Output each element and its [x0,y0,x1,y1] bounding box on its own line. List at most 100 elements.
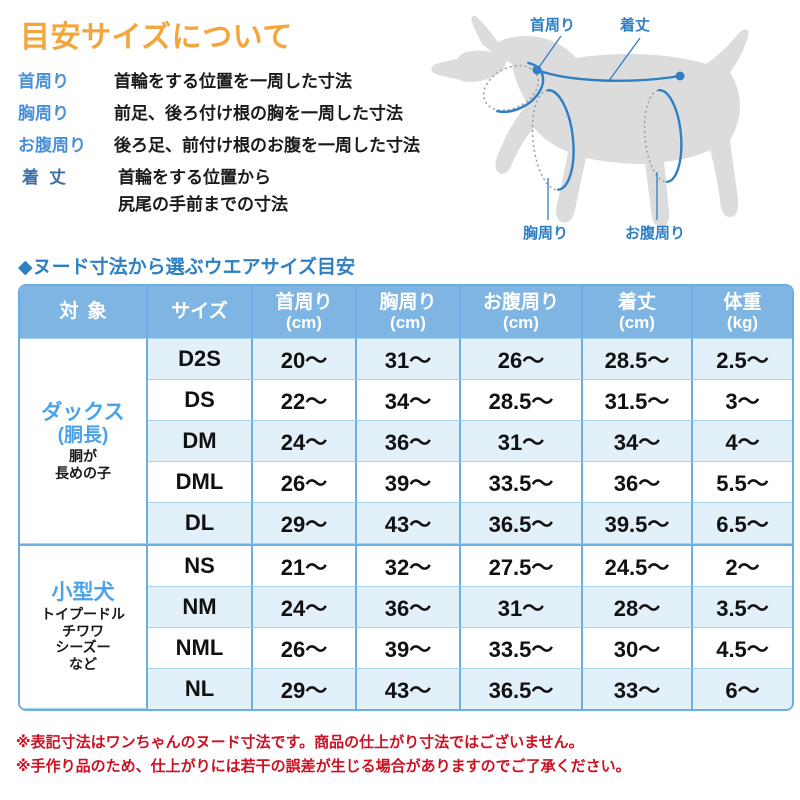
column-header-neck-unit: (cm) [286,313,322,333]
column-header-chest-label: 胸周り [379,291,437,313]
cell-belly: 28.5〜 [461,380,583,421]
column-header-weight: 体重 (kg) [693,286,792,339]
cell-neck: 26〜 [253,628,357,669]
cell-belly: 33.5〜 [461,462,583,503]
size-table: 対象 サイズ 首周り (cm) 胸周り (cm) お腹周り (cm) [18,284,794,711]
target-label-main: ダックス [41,400,125,424]
cell-chest: 36〜 [357,587,461,628]
target-note-line1: トイプードル [41,605,125,622]
cell-neck: 22〜 [253,380,357,421]
dog-silhouette-icon [431,15,749,228]
cell-belly: 36.5〜 [461,503,583,544]
cell-length: 30〜 [583,628,693,669]
dog-diagram-svg [431,15,749,228]
cell-weight: 6〜 [693,669,792,709]
cell-size: NM [148,587,253,628]
diagram-label-belly: お腹周り [625,225,686,242]
cell-chest: 43〜 [357,503,461,544]
cell-chest: 43〜 [357,669,461,709]
cell-length: 34〜 [583,421,693,462]
table-row: DML 26〜 39〜 33.5〜 36〜 5.5〜 [20,462,792,503]
table-row: DM 24〜 36〜 31〜 34〜 4〜 [20,421,792,462]
belly-measurement-ellipse [643,88,683,184]
cell-length: 24.5〜 [583,544,693,587]
column-header-belly-unit: (cm) [503,313,539,333]
definition-term-neck: 首周り [18,72,69,91]
cell-chest: 32〜 [357,544,461,587]
cell-neck: 21〜 [253,544,357,587]
page-title: 目安サイズについて [20,21,293,54]
cell-belly: 33.5〜 [461,628,583,669]
cell-size: NML [148,628,253,669]
definition-desc-back-length: 首輪をする位置から 尻尾の手前までの寸法 [118,164,288,218]
footer-notes: ※表記寸法はワンちゃんのヌード寸法です。商品の仕上がり寸法ではございません。 ※… [16,731,800,780]
size-table-body: ダックス (胴長) 胴が 長めの子 D2S 20〜 31〜 26〜 28.5〜 … [20,339,792,709]
cell-size: DL [148,503,253,544]
cell-belly: 36.5〜 [461,669,583,709]
cell-length: 28〜 [583,587,693,628]
diagram-leader-lines [536,35,658,220]
table-row: DL 29〜 43〜 36.5〜 39.5〜 6.5〜 [20,503,792,544]
cell-chest: 39〜 [357,462,461,503]
definition-desc-back-length-line2: 尻尾の手前までの寸法 [118,195,288,214]
target-cell-small-dog: 小型犬 トイプードル チワワ シーズー など [20,544,148,709]
column-header-target: 対象 [20,286,148,339]
cell-neck: 24〜 [253,587,357,628]
cell-size: DM [148,421,253,462]
target-note-line2: 長めの子 [55,464,111,481]
column-header-back-length-unit: (cm) [619,313,655,333]
cell-length: 28.5〜 [583,339,693,380]
cell-weight: 3〜 [693,380,792,421]
target-note-line1: 胴が [69,447,97,464]
definition-desc-neck: 首輪をする位置を一周した寸法 [114,72,352,91]
target-note-line3: シーズー [55,639,111,656]
target-note-line2: チワワ [62,622,104,639]
column-header-size: サイズ [148,286,253,339]
target-label-sub: (胴長) [57,425,109,447]
cell-weight: 2.5〜 [693,339,792,380]
definition-row-back-length: 着丈 首輪をする位置から 尻尾の手前までの寸法 [18,164,518,220]
cell-belly: 31〜 [461,587,583,628]
cell-weight: 6.5〜 [693,503,792,544]
cell-weight: 2〜 [693,544,792,587]
cell-length: 36〜 [583,462,693,503]
definition-desc-back-length-line1: 首輪をする位置から [118,168,271,187]
column-header-back-length-label: 着丈 [617,291,656,313]
cell-chest: 31〜 [357,339,461,380]
cell-neck: 20〜 [253,339,357,380]
chest-measurement-ellipse [531,89,575,191]
column-header-size-label: サイズ [171,301,228,323]
target-cell-dachshund: ダックス (胴長) 胴が 長めの子 [20,339,148,544]
cell-weight: 5.5〜 [693,462,792,503]
cell-length: 33〜 [583,669,693,709]
table-row: ダックス (胴長) 胴が 長めの子 D2S 20〜 31〜 26〜 28.5〜 … [20,339,792,544]
definition-term-chest: 胸周り [18,104,69,123]
cell-length: 31.5〜 [583,380,693,421]
definition-desc-chest: 前足、後ろ付け根の胸を一周した寸法 [114,104,403,123]
column-header-weight-label: 体重 [723,291,762,313]
cell-neck: 26〜 [253,462,357,503]
cell-neck: 24〜 [253,421,357,462]
size-table-header-row: 対象 サイズ 首周り (cm) 胸周り (cm) お腹周り (cm) [20,286,792,339]
cell-neck: 29〜 [253,669,357,709]
target-label-main: 小型犬 [51,581,115,605]
diagram-label-back-length: 着丈 [620,17,651,34]
dog-measurement-diagram: 首周り 着丈 胸周り お腹周り [430,0,800,252]
table-row: NL 29〜 43〜 36.5〜 33〜 6〜 [20,669,792,709]
definition-row-neck: 首周り 首輪をする位置を一周した寸法 [18,68,518,96]
cell-chest: 39〜 [357,628,461,669]
cell-size: DS [148,380,253,421]
cell-length: 39.5〜 [583,503,693,544]
definition-term-back-length: 着丈 [22,168,76,187]
size-table-head: 対象 サイズ 首周り (cm) 胸周り (cm) お腹周り (cm) [20,286,792,339]
cell-chest: 36〜 [357,421,461,462]
cell-chest: 34〜 [357,380,461,421]
footer-note-2: ※手作り品のため、仕上がりには若干の誤差が生じる場合がありますのでご了承ください… [16,758,631,776]
column-header-neck-label: 首周り [275,291,333,313]
cell-size: D2S [148,339,253,380]
target-note-line4: など [69,656,97,673]
column-header-back-length: 着丈 (cm) [583,286,693,339]
cell-belly: 27.5〜 [461,544,583,587]
cell-weight: 4〜 [693,421,792,462]
intro-section: 目安サイズについて 首周り 首輪をする位置を一周した寸法 胸周り 前足、後ろ付け… [0,0,800,248]
